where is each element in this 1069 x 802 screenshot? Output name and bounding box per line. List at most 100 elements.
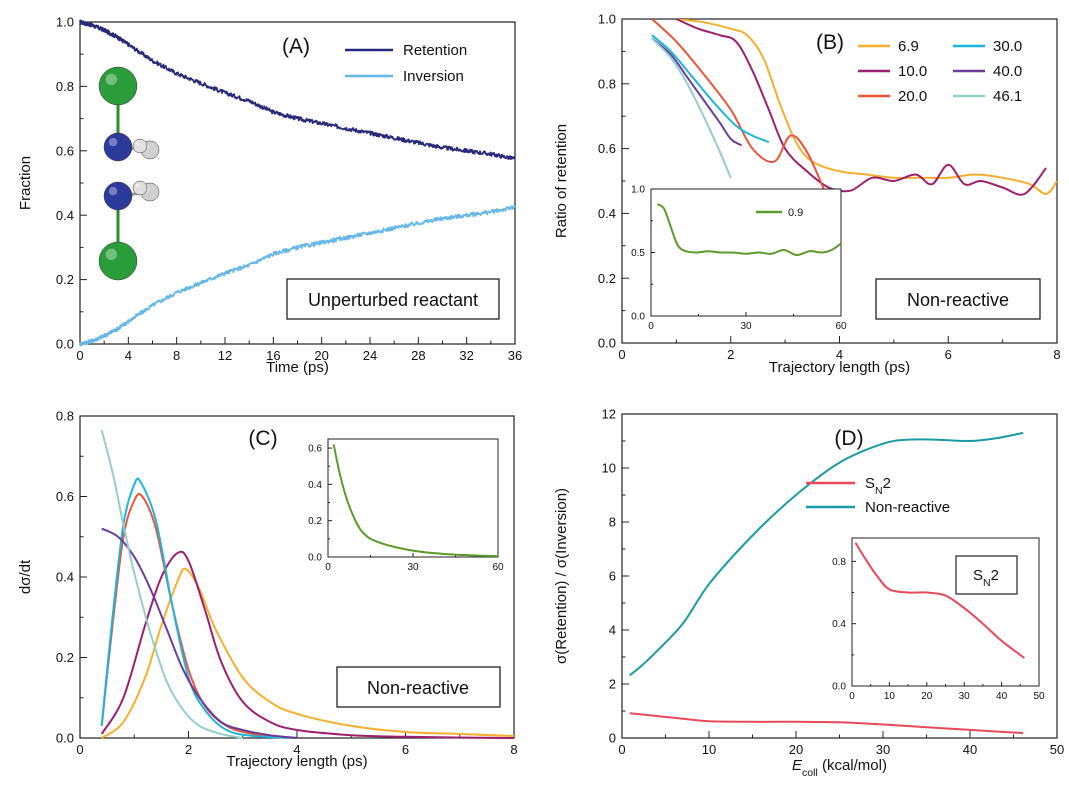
- atom-highlight: [105, 73, 118, 86]
- x-tick-label: 30: [876, 742, 890, 757]
- legend-entry: Inversion: [403, 68, 464, 85]
- annotation-text: Non-reactive: [907, 290, 1009, 310]
- annotation-box: [286, 278, 500, 320]
- series-line-sn2: [629, 712, 1024, 735]
- x-tick-label: 0: [325, 562, 331, 573]
- x-tick-label: 6: [945, 347, 952, 362]
- x-tick-label: 24: [363, 348, 377, 363]
- legend-entry: Retention: [403, 42, 467, 59]
- x-tick-label: 20: [789, 742, 803, 757]
- x-tick-label: 30: [959, 691, 971, 702]
- panel-a: 0 4 8 12 16 20 24 28 32 36 0.0 0.2 0.4 0.6 0.8 1.0 (A) Re…: [17, 15, 522, 376]
- y-tick-label: 6: [609, 569, 616, 584]
- series-line-30.0: [651, 34, 770, 144]
- y-tick-label: 0.2: [308, 516, 322, 527]
- y-tick-label: 1.0: [598, 12, 616, 27]
- legend-entry-sn2: SN2: [865, 475, 891, 497]
- y-axis-label: σ(Retention) / σ(Inversion): [553, 488, 570, 664]
- panel-label: (C): [248, 427, 277, 450]
- series-line-nonreactive: [629, 431, 1024, 677]
- annotation-box: [875, 278, 1041, 320]
- atom-highlight: [135, 183, 140, 188]
- atom-highlight: [105, 248, 118, 261]
- y-tick-label: 0.8: [832, 557, 846, 568]
- y-tick-label: 12: [602, 407, 616, 422]
- y-tick-label: 2: [609, 677, 616, 692]
- x-tick-label: 20: [921, 691, 933, 702]
- y-axis-label: dσ/dt: [17, 559, 34, 594]
- series-line-10.0: [675, 19, 1047, 196]
- series-line-e30_0: [100, 477, 298, 739]
- y-tick-label: 4: [609, 623, 616, 638]
- series-line-20.0: [651, 19, 827, 195]
- inset-frame: [327, 438, 499, 558]
- inset-frame: [650, 188, 842, 317]
- series-line-6.9: [676, 19, 1057, 195]
- y-tick-label: 0.4: [56, 208, 74, 223]
- inset-annotation-text: SN2: [973, 567, 999, 589]
- y-tick-label: 10: [602, 461, 616, 476]
- x-tick-label: 30: [740, 321, 752, 332]
- legend-entry: 10.0: [898, 63, 927, 80]
- inset-series-line: [854, 542, 1026, 659]
- x-tick-label: 50: [1033, 691, 1045, 702]
- series-line-retention: [79, 19, 516, 160]
- panel-label: (A): [282, 35, 310, 58]
- x-axis-label: Trajectory length (ps): [226, 753, 367, 770]
- x-tick-label: 20: [314, 348, 328, 363]
- atom-highlight: [108, 186, 118, 196]
- y-tick-label: 0.4: [598, 206, 616, 221]
- panel-b: 0 2 4 6 8 0.0 0.2 0.4 0.6 0.8 1.0 (B) 6.9 30.0 10.0 40.…: [553, 12, 1061, 376]
- y-tick-label: 0.2: [56, 272, 74, 287]
- legend-entry: 46.1: [993, 88, 1022, 105]
- x-tick-label: 50: [1050, 742, 1064, 757]
- inset-legend-entry: 0.9: [788, 207, 803, 219]
- annotation-text: Non-reactive: [367, 678, 469, 698]
- series-line-e10_0: [100, 550, 515, 739]
- x-tick-label: 0: [648, 321, 654, 332]
- y-axis-label: Fraction: [17, 156, 34, 210]
- y-tick-label: 0.6: [56, 489, 74, 504]
- legend-entry: 40.0: [993, 63, 1022, 80]
- nitrogen-atom: [103, 132, 133, 162]
- annotation-box: [336, 666, 501, 708]
- atom-highlight: [135, 141, 140, 146]
- x-tick-label: 0: [76, 742, 83, 757]
- y-axis-label: Ratio of retention: [553, 124, 570, 238]
- series-line-e46_1: [100, 429, 243, 739]
- x-tick-label: 2: [185, 742, 192, 757]
- annotation-text: Unperturbed reactant: [308, 290, 478, 310]
- series-line-40.0: [651, 37, 743, 147]
- y-tick-label: 0.6: [308, 444, 322, 455]
- y-tick-label: 0.4: [832, 619, 846, 630]
- x-tick-label: 0: [849, 691, 855, 702]
- x-tick-label: 32: [459, 348, 473, 363]
- x-tick-label: 10: [884, 691, 896, 702]
- x-tick-label: 60: [835, 321, 847, 332]
- molecule-illustration: [98, 66, 160, 281]
- legend-entry: 30.0: [993, 38, 1022, 55]
- x-tick-label: 36: [508, 348, 522, 363]
- hydrogen-atom: [132, 138, 148, 154]
- y-tick-label: 0.8: [56, 409, 74, 424]
- y-tick-label: 0.0: [631, 312, 645, 323]
- x-tick-label: 30: [407, 562, 419, 573]
- series-group: [651, 19, 1057, 196]
- x-tick-label: 8: [510, 742, 517, 757]
- x-tick-label: 16: [266, 348, 280, 363]
- x-axis-label: Trajectory length (ps): [769, 359, 910, 376]
- y-tick-label: 0.0: [308, 553, 322, 564]
- x-tick-label: 28: [411, 348, 425, 363]
- y-tick-label: 0.2: [598, 271, 616, 286]
- y-tick-label: 0.0: [56, 731, 74, 746]
- x-tick-label: 4: [125, 348, 132, 363]
- inset-annotation-box: [955, 555, 1018, 595]
- x-tick-label: 12: [218, 348, 232, 363]
- y-tick-label: 0: [609, 731, 616, 746]
- y-tick-label: 0.0: [56, 337, 74, 352]
- y-tick-label: 0.4: [308, 480, 322, 491]
- y-tick-label: 1.0: [56, 15, 74, 30]
- chlorine-atom: [98, 241, 138, 281]
- legend-entry: 20.0: [898, 88, 927, 105]
